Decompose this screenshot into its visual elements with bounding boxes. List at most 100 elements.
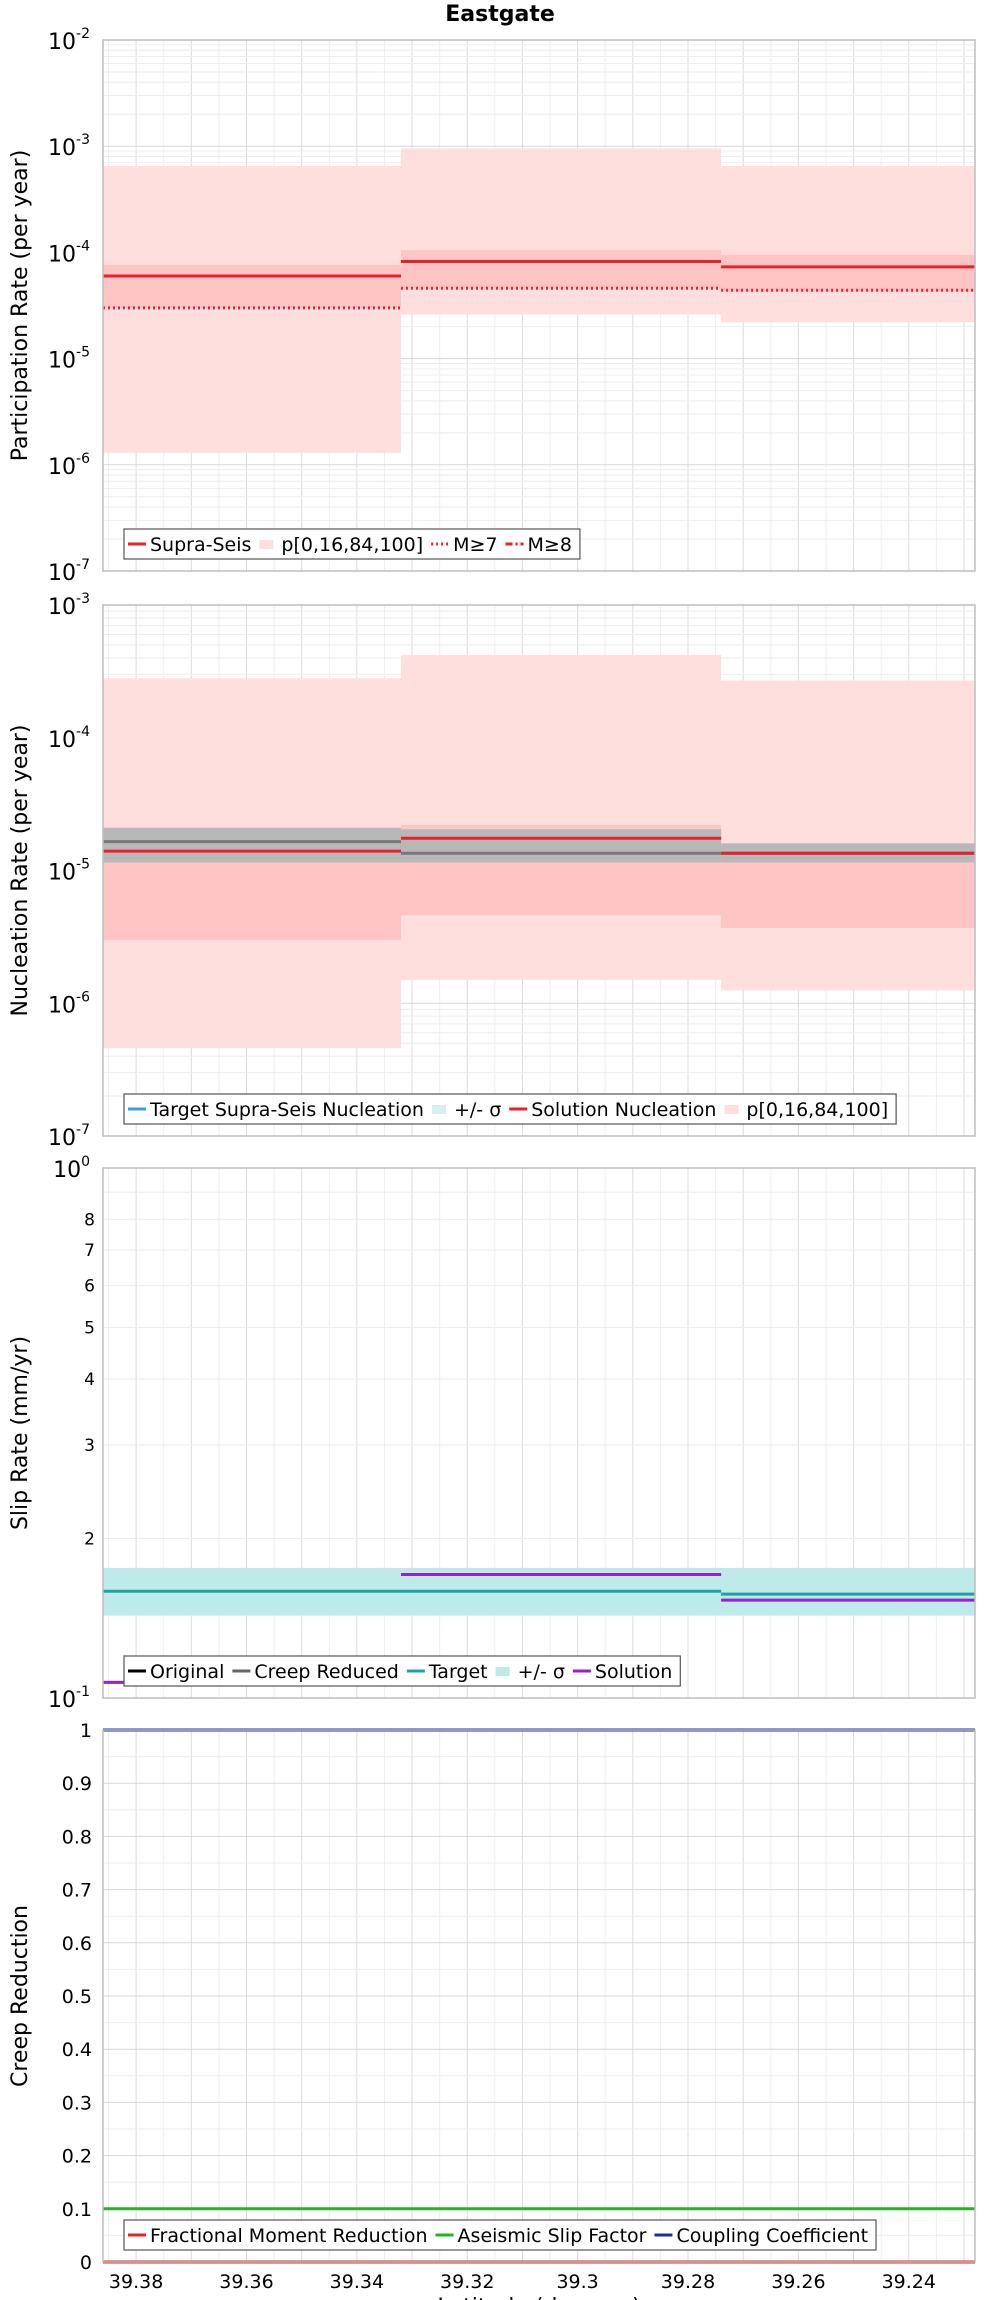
y-tick-label: 0.2 (62, 2146, 92, 2168)
legend-swatch (431, 1105, 446, 1114)
legend: Supra-Seis p[0,16,84,100] M≥7 M≥8 (123, 528, 581, 560)
panel-nucleation: 10-7 10-6 10-5 10-4 10-3 Nucleation Rate (per… (8, 591, 976, 1151)
y-tick-label: 0.4 (62, 2039, 92, 2061)
panel-creep: 0 0.1 0.2 0.3 0.4 0.5 0.6 0.7 0.8 0.9 1 Creep Reduc… (8, 1720, 976, 2300)
y-tick-label: 10-5 (48, 345, 90, 374)
band-p16-84 (721, 254, 975, 292)
legend-label: Aseismic Slip Factor (458, 2225, 647, 2247)
x-axis-label: Latitude (degrees) (437, 2295, 640, 2300)
legend-frame (123, 1093, 897, 1125)
legend-item: M≥8 (505, 534, 572, 556)
legend-label: M≥8 (528, 534, 572, 556)
plot-frame (102, 604, 976, 1137)
y-tick-label: 10-3 (48, 591, 90, 620)
y-tick-label: 10-6 (48, 989, 90, 1018)
y-tick-label: 0.7 (62, 1880, 92, 1902)
legend-item: Coupling Coefficient (654, 2225, 868, 2247)
band-p-0-16-84-100- (721, 680, 975, 991)
legend-label: p[0,16,84,100] (746, 1099, 888, 1121)
legend-label: +/- σ (518, 1661, 565, 1683)
y-tick-label: 0.3 (62, 2092, 92, 2114)
legend-label: Target (428, 1661, 488, 1683)
y-tick-label: 0.6 (62, 1933, 92, 1955)
y-tick-label: 10-4 (48, 724, 90, 753)
legend-label: Original (150, 1661, 224, 1683)
x-tick-label: 39.38 (109, 2271, 163, 2293)
plot-frame (102, 1167, 976, 1699)
legend-frame (123, 2219, 877, 2251)
panel-slip: 10-1 100 2 3 4 5 6 7 8 Slip Rate (mm/yr) Original C… (8, 1154, 976, 1713)
plot-area (103, 1168, 975, 1698)
y-axis-label: Nucleation Rate (per year) (8, 725, 33, 1017)
legend-label: p[0,16,84,100] (281, 534, 423, 556)
legend-item: Fractional Moment Reduction (128, 2225, 428, 2247)
legend-item: Creep Reduced (232, 1661, 399, 1683)
legend-frame (123, 528, 581, 560)
y-tick-label: 0.1 (62, 2199, 92, 2221)
legend-item: Solution Nucleation (509, 1099, 716, 1121)
y-tick-label: 7 (84, 1241, 95, 1261)
legend-item: Target Supra-Seis Nucleation (128, 1099, 424, 1121)
legend-label: Solution (595, 1661, 672, 1683)
legend-background (124, 529, 580, 559)
y-axis-label: Slip Rate (mm/yr) (8, 1336, 33, 1530)
legend-label: Fractional Moment Reduction (150, 2225, 428, 2247)
y-tick-label: 10-5 (48, 857, 90, 886)
legend-item: M≥7 (431, 534, 498, 556)
band-- (401, 829, 722, 863)
band-p16-84 (103, 265, 402, 308)
band-p-0-16-84-100- (103, 166, 402, 453)
x-tick-label: 39.3 (556, 2271, 598, 2293)
legend: Fractional Moment Reduction Aseismic Slip… (123, 2219, 877, 2251)
plot-frame (102, 1729, 976, 2263)
y-tick-label: 10-7 (48, 557, 90, 586)
x-tick-label: 39.26 (771, 2271, 825, 2293)
legend-item: +/- σ (431, 1099, 501, 1121)
y-axis-label: Participation Rate (per year) (8, 150, 33, 462)
y-tick-label: 1 (80, 1720, 92, 1742)
legend-swatch (495, 1667, 510, 1676)
legend-item: Solution (572, 1661, 672, 1683)
y-tick-label: 10-1 (48, 1684, 90, 1713)
x-tick-label: 39.34 (330, 2271, 384, 2293)
legend-label: Supra-Seis (150, 534, 251, 556)
legend-item: Target (406, 1661, 488, 1683)
y-tick-label: 6 (84, 1277, 95, 1297)
y-tick-label: 0.8 (62, 1826, 92, 1848)
y-tick-label: 10-7 (48, 1122, 90, 1151)
legend-swatch (724, 1105, 739, 1114)
y-tick-label: 10-2 (48, 26, 90, 55)
legend-item: p[0,16,84,100] (724, 1099, 888, 1121)
legend-label: Coupling Coefficient (676, 2225, 868, 2247)
band-p16-84 (401, 250, 722, 289)
legend-label: Creep Reduced (254, 1661, 398, 1683)
legend: Original Creep Reduced Target +/- σ Solution (123, 1655, 681, 1687)
panel-participation: 10-7 10-6 10-5 10-4 10-3 10-2 Participation Ra… (8, 26, 976, 586)
x-tick-label: 39.28 (661, 2271, 715, 2293)
band-p-0-16-84-100- (401, 655, 722, 980)
y-tick-label: 8 (84, 1210, 95, 1230)
legend-item: Aseismic Slip Factor (435, 2225, 647, 2247)
legend-item: +/- σ (495, 1661, 565, 1683)
legend-swatch (259, 540, 274, 549)
y-tick-label: 4 (84, 1370, 95, 1390)
legend-label: M≥7 (453, 534, 497, 556)
band-- (103, 827, 402, 863)
y-tick-label: 0.5 (62, 1986, 92, 2008)
y-tick-label: 3 (84, 1436, 95, 1456)
y-axis-label: Creep Reduction (8, 1905, 33, 2087)
x-tick-label: 39.32 (440, 2271, 494, 2293)
legend-label: Solution Nucleation (531, 1099, 716, 1121)
legend-item: Original (128, 1661, 224, 1683)
legend-item: Supra-Seis (128, 534, 251, 556)
legend-label: Target Supra-Seis Nucleation (149, 1099, 424, 1121)
y-tick-label: 2 (84, 1529, 95, 1549)
y-tick-label: 5 (84, 1319, 95, 1339)
legend: Target Supra-Seis Nucleation +/- σ Solutio… (123, 1093, 897, 1125)
y-tick-label: 10-4 (48, 238, 90, 267)
band-p-0-16-84-100- (721, 166, 975, 323)
y-tick-label: 10-6 (48, 451, 90, 480)
y-tick-label: 0 (80, 2252, 92, 2274)
y-tick-label: 0.9 (62, 1773, 92, 1795)
figure-title: Eastgate (445, 2, 555, 27)
